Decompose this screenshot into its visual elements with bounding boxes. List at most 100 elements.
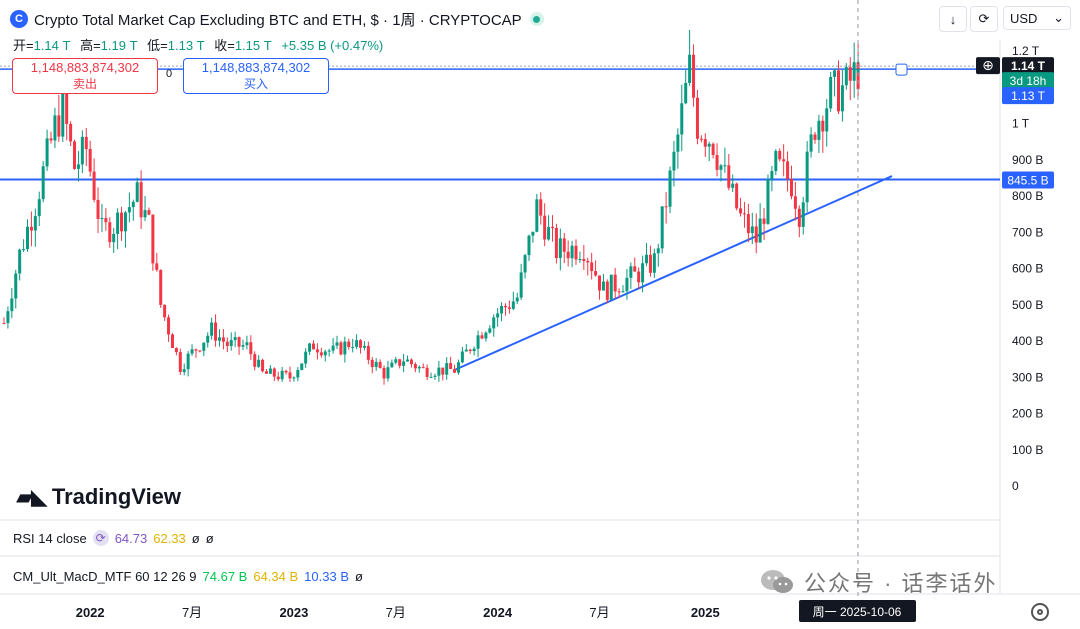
candle-body: [186, 353, 190, 370]
close-value: 1.15 T: [234, 38, 272, 53]
candle-body: [836, 70, 840, 112]
y-tick-label: 0: [1012, 479, 1019, 493]
candle-body: [421, 366, 425, 368]
candle-body: [362, 345, 366, 348]
watermark-text: TradingView: [51, 484, 182, 509]
candle-body: [786, 161, 790, 179]
candle-body: [711, 143, 715, 155]
candle-body: [723, 165, 727, 167]
candle-body: [523, 255, 527, 273]
candle-body: [96, 199, 100, 219]
candle-body: [264, 371, 268, 374]
candle-body: [621, 291, 625, 293]
candle-body: [778, 150, 782, 160]
rsi-ma-value: 62.33: [153, 530, 186, 546]
candle-body: [762, 218, 766, 224]
candle-body: [637, 271, 641, 283]
candle-body: [633, 266, 637, 272]
low-value: 1.13 T: [167, 38, 205, 53]
candle-body: [750, 226, 754, 234]
candle-body: [719, 165, 723, 170]
candle-body: [609, 274, 613, 300]
candle-body: [668, 170, 672, 207]
candle-body: [468, 349, 472, 352]
candle-body: [519, 272, 523, 298]
chevron-down-icon: ⌄: [1053, 10, 1064, 25]
candle-body: [460, 351, 464, 363]
candle-body: [390, 362, 394, 368]
candle-body: [374, 361, 378, 368]
price-tag: [1002, 57, 1054, 75]
candle-body: [417, 366, 421, 369]
gear-icon[interactable]: [1031, 603, 1049, 621]
candle-body: [155, 263, 159, 270]
rsi-value: 64.73: [114, 530, 148, 546]
snapshot-button[interactable]: ⟳: [970, 6, 998, 32]
candle-body: [793, 196, 797, 209]
chart-title: Crypto Total Market Cap Excluding BTC an…: [34, 11, 522, 29]
candle-body: [570, 245, 574, 259]
candle-body: [852, 62, 856, 81]
candle-body: [206, 335, 210, 343]
candle-body: [76, 164, 80, 169]
candle-body: [844, 67, 848, 86]
candle-body: [292, 377, 296, 379]
candle-body: [500, 305, 504, 314]
candle-body: [65, 91, 69, 124]
candle-body: [413, 364, 417, 369]
candle-body: [840, 85, 844, 112]
candle-body: [429, 376, 433, 378]
rsi-refresh-icon[interactable]: ⟳: [92, 530, 109, 546]
candle-body: [437, 367, 441, 376]
y-tick-label: 100 B: [1012, 443, 1043, 457]
candle-body: [511, 301, 515, 309]
macd-legend[interactable]: CM_Ult_MacD_MTF 60 12 26 9 74.67 B 64.34…: [13, 569, 369, 584]
candle-body: [190, 349, 194, 354]
candle-body: [18, 249, 22, 274]
candle-body: [359, 340, 363, 348]
sell-label: 卖出: [72, 77, 97, 91]
ohlc-legend: 开=1.14 T 高=1.19 T 低=1.13 T 收=1.15 T +5.3…: [13, 35, 389, 54]
y-tick-label: 200 B: [1012, 407, 1043, 421]
candle-body: [312, 343, 316, 350]
arrow-down-icon: ↓: [949, 11, 957, 27]
candle-body: [735, 183, 739, 209]
candle-body: [782, 159, 786, 162]
candle-body: [527, 235, 531, 256]
price-tag-label: 845.5 B: [1007, 174, 1048, 188]
high-value: 1.19 T: [100, 38, 138, 53]
currency-select[interactable]: USD ⌄: [1003, 6, 1071, 30]
candle-body: [445, 363, 449, 375]
tradingview-logo-icon: ▰◣: [16, 484, 48, 510]
candle-body: [355, 340, 359, 347]
price-tag: [1002, 72, 1054, 90]
rsi-legend[interactable]: RSI 14 close ⟳ 64.73 62.33 ø ø: [13, 530, 220, 546]
candle-body: [339, 342, 343, 355]
candle-body: [464, 349, 468, 352]
sell-button[interactable]: 1,148,883,874,302 卖出: [12, 58, 158, 94]
y-tick-label: 500 B: [1012, 298, 1043, 312]
macd-value-3: 10.33 B: [304, 569, 349, 584]
macd-name: CM_Ult_MacD_MTF 60 12 26 9: [13, 569, 197, 584]
candle-body: [123, 212, 127, 232]
download-button[interactable]: ↓: [939, 6, 967, 32]
candle-body: [829, 76, 833, 109]
candle-body: [613, 274, 617, 292]
candle-body: [112, 233, 116, 243]
price-tag-label: 1.14 T: [1011, 59, 1046, 73]
candle-body: [170, 334, 174, 349]
candle-body: [402, 361, 406, 366]
candle-body: [758, 218, 762, 243]
candle-body: [288, 372, 292, 379]
candle-body: [848, 67, 852, 81]
chart-header[interactable]: C Crypto Total Market Cap Excluding BTC …: [10, 7, 544, 31]
candle-body: [182, 369, 186, 372]
buy-button[interactable]: 1,148,883,874,302 买入: [183, 58, 329, 94]
candle-body: [507, 307, 511, 309]
candle-body: [703, 139, 707, 147]
candle-body: [304, 351, 308, 364]
add-alert-button-bg: [976, 57, 1000, 75]
candle-body: [398, 359, 402, 366]
candle-body: [543, 215, 547, 240]
